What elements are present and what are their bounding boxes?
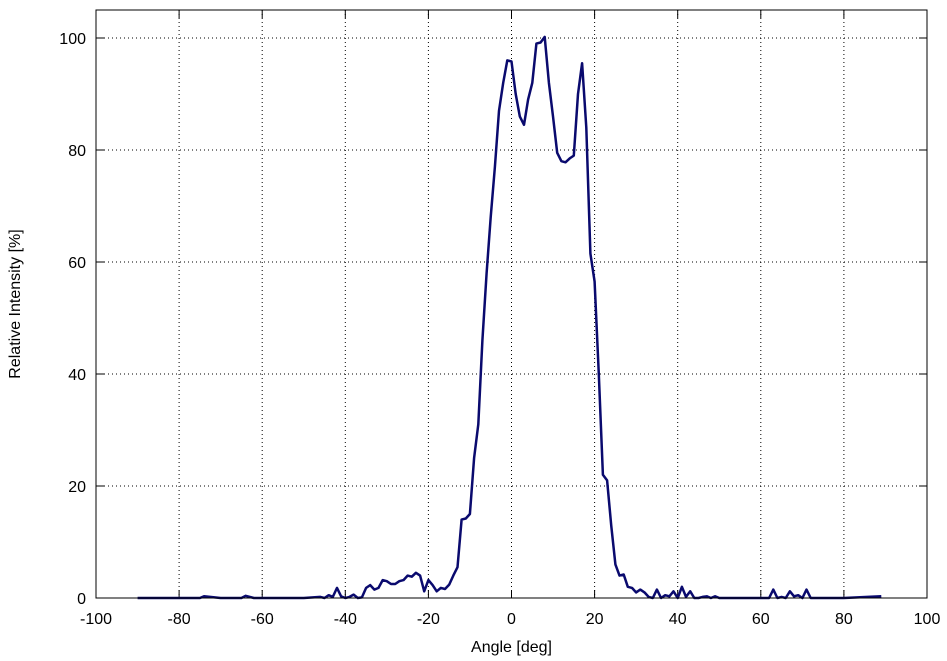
x-tick-label: -40 (334, 611, 357, 628)
x-tick-label: 40 (669, 611, 687, 628)
x-tick-label: -100 (80, 611, 112, 628)
x-tick-label: 0 (507, 611, 516, 628)
series-line-0 (137, 35, 882, 600)
x-tick-label: -80 (168, 611, 191, 628)
y-tick-label: 40 (68, 367, 86, 384)
x-tick-label: -20 (417, 611, 440, 628)
x-tick-label: 100 (914, 611, 941, 628)
y-tick-label: 0 (77, 591, 86, 608)
y-tick-label: 80 (68, 143, 86, 160)
tick-labels: -100 -80 -60 -40 -20 0 20 40 60 80 100 0 20 40 60 80 100 (59, 31, 940, 628)
x-tick-label: 60 (752, 611, 770, 628)
grid (96, 10, 927, 598)
x-axis-title: Angle [deg] (471, 639, 552, 656)
x-tick-label: -60 (251, 611, 274, 628)
plot-frame (95, 9, 928, 599)
y-axis-title: Relative Intensity [%] (7, 229, 24, 378)
x-tick-label: 80 (835, 611, 853, 628)
y-tick-label: 20 (68, 479, 86, 496)
y-tick-label: 60 (68, 255, 86, 272)
series-group (137, 35, 882, 600)
x-tick-label: 20 (586, 611, 604, 628)
y-tick-label: 100 (59, 31, 86, 48)
